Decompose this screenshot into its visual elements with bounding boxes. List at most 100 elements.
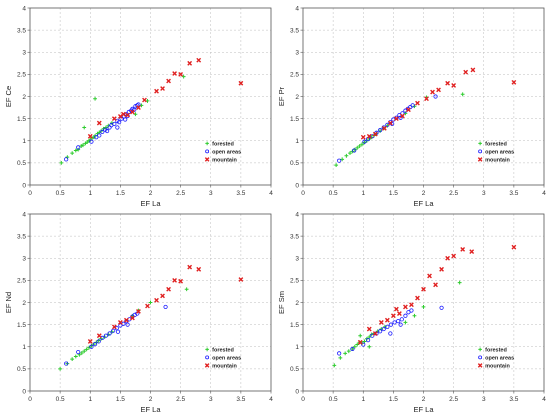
series-mountain	[357, 244, 517, 345]
y-tick-label: 4	[295, 211, 299, 218]
point-forested	[362, 339, 367, 344]
point-forested	[412, 313, 417, 318]
point-open-areas	[123, 117, 128, 122]
point-open-areas	[439, 305, 444, 310]
point-mountain	[172, 277, 177, 283]
y-tick-label: 1	[295, 344, 299, 351]
point-mountain	[96, 333, 102, 339]
x-tick-label: 1.5	[389, 190, 398, 197]
point-open-areas	[64, 361, 69, 366]
point-forested	[70, 151, 75, 156]
y-tick-label: 4	[295, 5, 299, 12]
scatter-panel-pr: 0 0.5 1 1.5 2 2.5 3 3.5 4 0 0.5 1 1.5 2 2.5 3 3.5 4 EF La E…	[277, 5, 546, 208]
x-tick-label: 0	[301, 396, 305, 403]
point-forested	[360, 142, 364, 147]
point-open-areas	[399, 317, 404, 322]
x-tick-label: 2	[422, 190, 426, 197]
point-mountain	[187, 264, 193, 270]
point-mountain	[470, 67, 476, 73]
point-forested	[181, 74, 186, 79]
y-tick-label: 0.5	[17, 366, 26, 373]
y-axis-label: EF Ce	[4, 86, 13, 107]
point-mountain	[96, 120, 102, 126]
x-tick-label: 0.5	[56, 190, 65, 197]
y-tick-label: 0	[295, 182, 299, 189]
legend: forested open areas mountain	[204, 347, 241, 369]
point-open-areas	[378, 128, 383, 133]
point-mountain	[451, 253, 457, 259]
point-open-areas	[92, 341, 98, 347]
point-forested	[58, 366, 63, 371]
x-tick-label: 2.5	[449, 190, 458, 197]
y-tick-label: 3.5	[17, 27, 26, 34]
point-open-areas	[403, 313, 408, 318]
scatter-panel-nd: 0 0.5 1 1.5 2 2.5 3 3.5 4 0 0.5 1 1.5 2 2.5 3 3.5 4 EF La E…	[4, 211, 273, 413]
x-tick-label: 0	[28, 190, 32, 197]
y-tick-label: 2	[22, 300, 26, 307]
series-mountain	[87, 264, 244, 344]
legend: forested open areas mountain	[477, 347, 514, 369]
point-forested	[403, 320, 408, 325]
point-forested	[367, 335, 372, 339]
point-mountain	[393, 306, 399, 312]
y-tick-label: 0.5	[17, 160, 26, 167]
x-tick-label: 4	[269, 190, 273, 197]
y-tick-label: 2.5	[17, 72, 26, 79]
x-tick-label: 2	[149, 396, 153, 403]
point-mountain	[403, 304, 408, 310]
y-tick-label: 0.5	[290, 366, 299, 373]
series-mountain	[360, 67, 517, 140]
point-mountain	[372, 131, 378, 137]
point-mountain	[87, 133, 93, 139]
point-open-areas	[94, 135, 99, 140]
point-forested	[73, 354, 78, 359]
x-tick-label: 2.5	[176, 396, 185, 403]
x-tick-label: 1	[88, 396, 92, 403]
point-mountain	[111, 324, 117, 330]
y-tick-label: 3.5	[290, 27, 299, 34]
x-tick-label: 3.5	[509, 396, 518, 403]
y-tick-label: 3	[295, 50, 299, 57]
point-mountain	[430, 89, 435, 95]
point-open-areas	[392, 320, 397, 325]
legend-label-forested: forested	[485, 347, 507, 353]
y-tick-label: 4	[22, 5, 26, 12]
point-mountain	[160, 293, 165, 299]
series-open-areas	[337, 305, 444, 356]
point-forested	[358, 333, 363, 338]
point-open-areas	[365, 338, 371, 343]
point-mountain	[124, 317, 129, 323]
point-mountain	[445, 80, 450, 86]
point-open-areas	[100, 129, 105, 134]
point-forested	[334, 163, 339, 167]
legend-label-mountain: mountain	[485, 157, 510, 163]
x-tick-label: 3.5	[236, 396, 245, 403]
x-tick-label: 2.5	[449, 396, 458, 403]
y-tick-label: 1.5	[17, 322, 26, 329]
point-open-areas	[64, 157, 69, 162]
legend-marker-mountain	[204, 157, 210, 162]
legend-marker-forested	[205, 141, 209, 146]
series-forested	[59, 74, 186, 165]
point-open-areas	[76, 349, 81, 355]
x-tick-label: 1.5	[116, 190, 125, 197]
point-forested	[148, 300, 153, 305]
point-mountain	[136, 105, 141, 110]
y-tick-label: 0	[295, 388, 299, 395]
series-forested	[334, 92, 465, 167]
legend-label-open-areas: open areas	[212, 355, 241, 361]
point-mountain	[145, 303, 150, 309]
legend-marker-mountain	[204, 363, 210, 368]
point-open-areas	[388, 322, 394, 327]
point-open-areas	[89, 344, 94, 349]
y-tick-label: 1	[295, 138, 299, 145]
point-mountain	[130, 109, 135, 115]
point-open-areas	[406, 310, 411, 315]
point-mountain	[120, 111, 126, 117]
y-tick-label: 1	[22, 344, 26, 351]
point-mountain	[187, 60, 193, 66]
point-mountain	[378, 320, 384, 325]
x-tick-label: 2	[149, 190, 153, 197]
point-mountain	[178, 71, 184, 77]
